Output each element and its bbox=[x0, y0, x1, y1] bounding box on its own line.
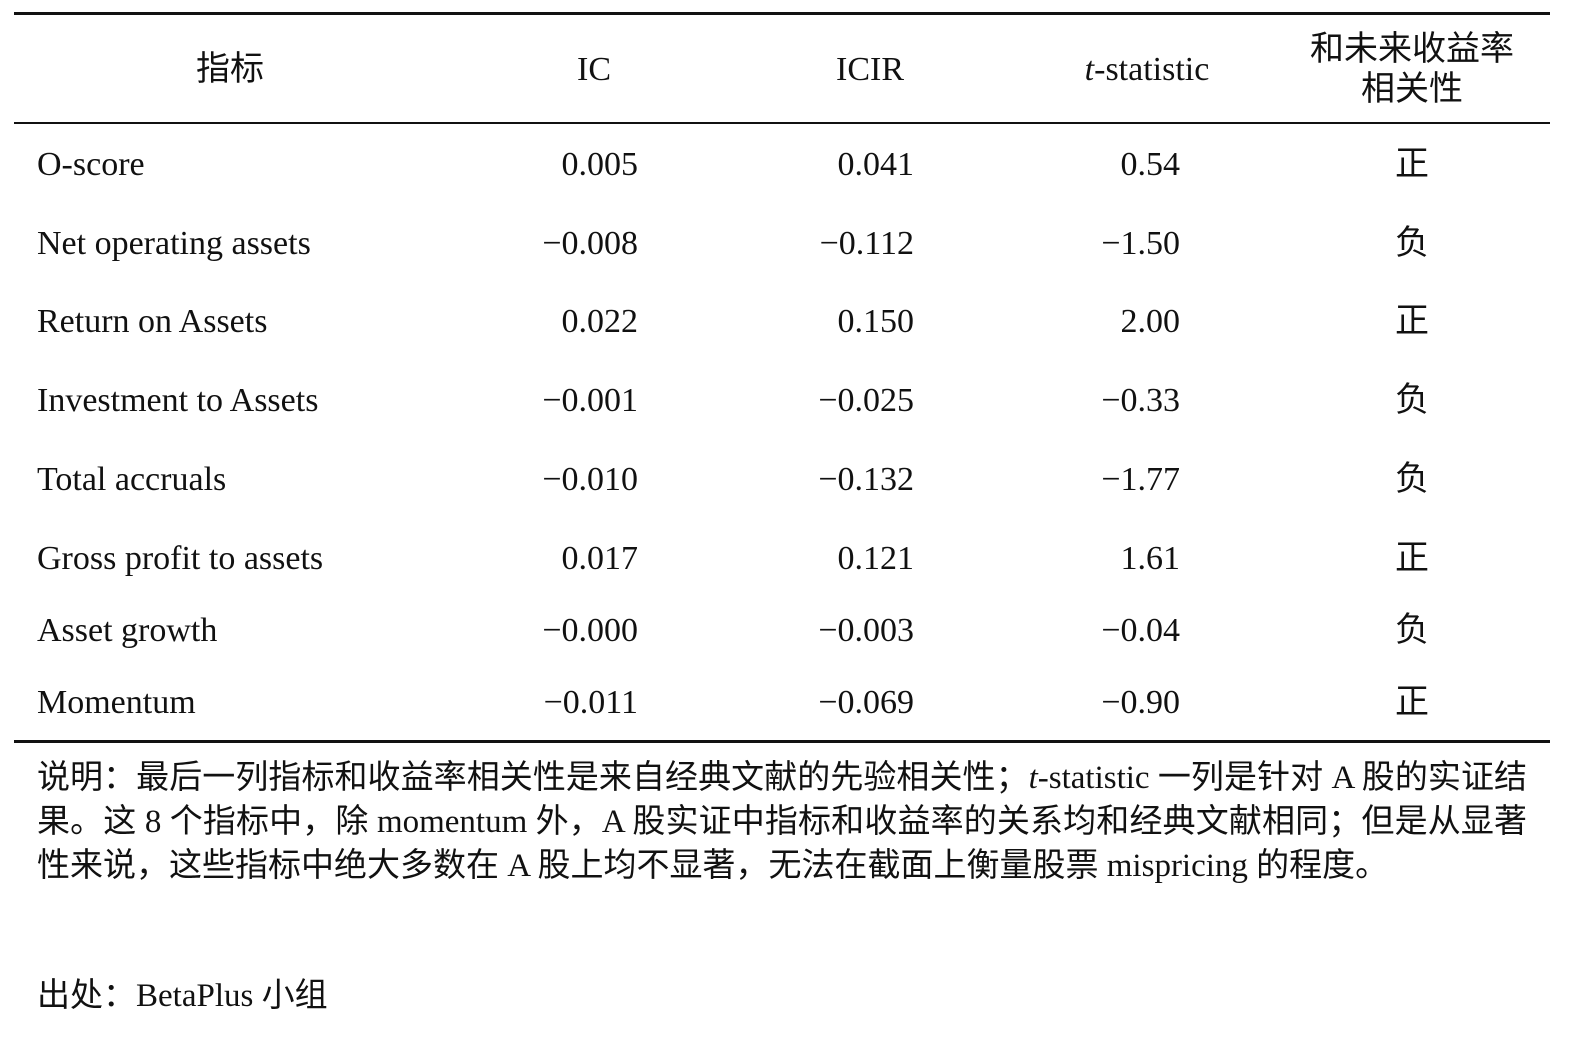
header-line: 和未来收益率 bbox=[1310, 31, 1514, 68]
cell-value: 0.54 bbox=[1120, 146, 1181, 183]
cell-value: 正 bbox=[1395, 146, 1429, 183]
cell-value: 正 bbox=[1395, 540, 1429, 577]
cell-value: −0.112 bbox=[819, 225, 914, 262]
cell-value: 正 bbox=[1395, 684, 1429, 721]
column-header: ICIR bbox=[836, 51, 904, 88]
cell-value: 正 bbox=[1395, 303, 1429, 340]
header-line: 相关性 bbox=[1361, 71, 1463, 108]
cell-value: −0.90 bbox=[1101, 684, 1180, 721]
top-rule bbox=[14, 12, 1550, 15]
column-header: 指标 bbox=[196, 51, 264, 88]
column-header: IC bbox=[577, 51, 611, 88]
row-label: Return on Assets bbox=[37, 303, 268, 340]
cell-value: −0.33 bbox=[1101, 382, 1180, 419]
cell-value: 负 bbox=[1395, 612, 1429, 649]
cell-value: 0.150 bbox=[837, 303, 915, 340]
row-label: Net operating assets bbox=[37, 225, 311, 262]
cell-value: −0.008 bbox=[542, 225, 638, 262]
bottom-rule bbox=[14, 740, 1550, 743]
header-text: -statistic bbox=[1094, 51, 1210, 88]
cell-value: −0.001 bbox=[542, 382, 638, 419]
cell-value: −1.77 bbox=[1101, 461, 1180, 498]
cell-value: 0.005 bbox=[561, 146, 639, 183]
cell-value: −0.010 bbox=[542, 461, 638, 498]
row-label: Total accruals bbox=[37, 461, 227, 498]
cell-value: −0.025 bbox=[818, 382, 914, 419]
cell-value: 负 bbox=[1395, 225, 1429, 262]
source: 出处：BetaPlus 小组 bbox=[37, 978, 328, 1014]
cell-value: 负 bbox=[1395, 461, 1429, 498]
row-label: O-score bbox=[37, 146, 145, 183]
column-header: t-statistic bbox=[1085, 50, 1210, 90]
header-rule bbox=[14, 122, 1550, 124]
cell-value: 0.017 bbox=[561, 540, 639, 577]
cell-value: −0.011 bbox=[543, 684, 638, 721]
cell-value: −0.069 bbox=[818, 684, 914, 721]
cell-value: 负 bbox=[1395, 382, 1429, 419]
cell-value: −0.000 bbox=[542, 612, 638, 649]
cell-value: −1.50 bbox=[1101, 225, 1180, 262]
cell-value: 0.022 bbox=[561, 303, 639, 340]
cell-value: 0.041 bbox=[837, 146, 915, 183]
note-text: -statistic 一列是针对 A 股的实证结果。这 8 个指标中，除 mom… bbox=[37, 760, 1527, 884]
row-label: Asset growth bbox=[37, 612, 218, 649]
note-text: 说明：最后一列指标和收益率相关性是来自经典文献的先验相关性； bbox=[37, 760, 1029, 796]
row-label: Momentum bbox=[37, 684, 196, 721]
header-italic: t bbox=[1084, 51, 1095, 88]
note-italic: t bbox=[1028, 760, 1038, 796]
cell-value: −0.003 bbox=[818, 612, 914, 649]
row-label: Gross profit to assets bbox=[37, 540, 324, 577]
row-label: Investment to Assets bbox=[37, 382, 319, 419]
cell-value: 0.121 bbox=[837, 540, 915, 577]
cell-value: −0.132 bbox=[818, 461, 914, 498]
note: 说明：最后一列指标和收益率相关性是来自经典文献的先验相关性；t-statisti… bbox=[37, 756, 1527, 888]
cell-value: 2.00 bbox=[1120, 303, 1181, 340]
column-header: 和未来收益率 相关性 bbox=[1310, 30, 1514, 110]
cell-value: −0.04 bbox=[1101, 612, 1180, 649]
cell-value: 1.61 bbox=[1120, 540, 1181, 577]
